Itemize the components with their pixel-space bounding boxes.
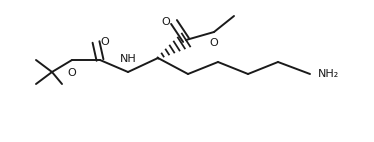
Text: NH: NH [120,54,137,64]
Text: O: O [68,68,76,78]
Text: NH₂: NH₂ [318,69,339,79]
Text: O: O [100,37,109,47]
Text: O: O [161,17,170,27]
Text: O: O [209,38,218,48]
